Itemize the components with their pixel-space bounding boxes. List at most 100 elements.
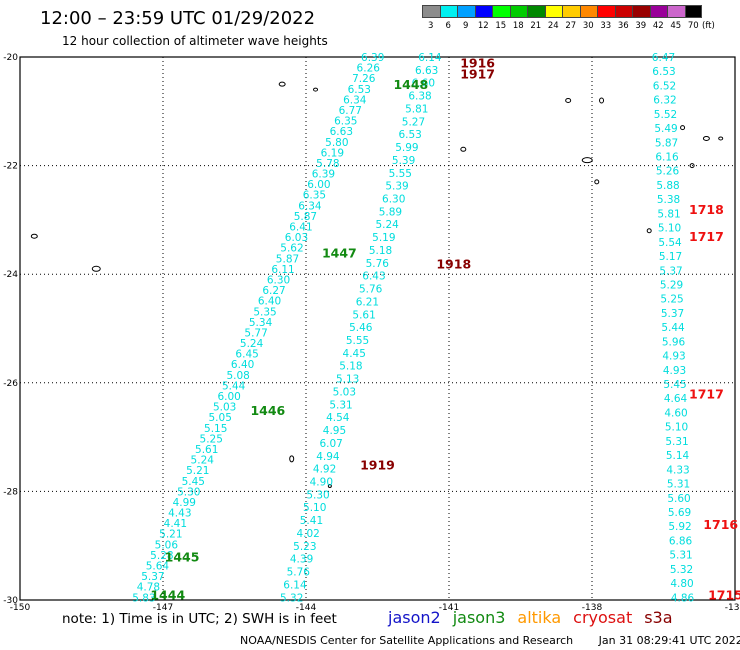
wave-height-value: 6.30: [382, 194, 405, 206]
wave-height-value: 6.77: [339, 105, 362, 117]
wave-height-value: 5.08: [226, 370, 249, 382]
wave-height-value: 5.41: [300, 515, 323, 527]
island-outline: [680, 125, 686, 131]
wave-height-value: 6.60: [412, 78, 435, 90]
legend-label: 6: [445, 21, 451, 31]
wave-height-value: 5.81: [405, 103, 428, 115]
legend-swatch: [439, 5, 457, 18]
wave-height-value: 6.45: [235, 349, 258, 361]
wave-height-value: 5.44: [222, 380, 246, 392]
legend-label: 12: [477, 21, 489, 31]
color-legend: 3 6 9 12 15 18 21 24 27 30 33 36 39 42 45 70 (ft): [422, 5, 715, 31]
wave-height-value: 5.76: [366, 258, 390, 270]
lon-tick-label: -141: [439, 603, 459, 613]
wave-height-value: 5.37: [659, 265, 682, 277]
wave-height-value: 6.39: [361, 52, 384, 64]
wave-height-value: 5.10: [665, 422, 688, 434]
wave-height-value: 6.35: [303, 190, 326, 202]
wave-height-value: 5.92: [668, 521, 691, 533]
wave-height-value: 5.64: [146, 561, 170, 573]
wave-height-value: 4.92: [313, 464, 336, 476]
wave-height-value: 6.43: [362, 271, 385, 283]
credit-text: NOAA/NESDIS Center for Satellite Applica…: [240, 634, 574, 647]
pass-time-label: 1716: [703, 517, 738, 532]
lon-tick-label: -150: [10, 603, 31, 613]
credit-line: NOAA/NESDIS Center for Satellite Applica…: [240, 634, 740, 647]
island-outline: [581, 157, 593, 164]
legend-swatch: [667, 5, 685, 18]
wave-height-value: 4.93: [663, 365, 686, 377]
wave-height-value: 6.53: [348, 84, 371, 96]
island-outline: [30, 233, 38, 239]
legend-label: 3: [428, 21, 434, 31]
legend-swatch: [457, 5, 475, 18]
wave-height-value: 5.45: [663, 379, 686, 391]
wave-height-value: 5.05: [209, 412, 232, 424]
wave-height-value: 6.03: [285, 232, 308, 244]
wave-height-value: 6.00: [217, 391, 240, 403]
wave-height-value: 5.18: [369, 245, 392, 257]
wave-height-value: 6.07: [319, 438, 342, 450]
legend-label: 33: [600, 21, 612, 31]
wave-height-value: 6.14: [283, 579, 307, 591]
wave-height-value: 5.26: [656, 166, 680, 178]
wave-height-value: 7.26: [352, 73, 376, 85]
lon-tick-label: -144: [296, 603, 317, 613]
satellite-legend: jason2 jason3 altika cryosat s3a: [388, 608, 685, 627]
wave-height-value: 5.99: [395, 142, 418, 154]
wave-height-value: 6.16: [655, 152, 679, 164]
wave-height-value: 5.32: [670, 564, 693, 576]
wave-height-value: 4.93: [662, 351, 685, 363]
wave-height-value: 5.31: [667, 479, 690, 491]
wave-height-value: 6.32: [653, 95, 676, 107]
island-outline: [702, 135, 710, 141]
satellite-name-altika: altika: [517, 608, 562, 627]
footnote: note: 1) Time is in UTC; 2) SWH is in fe…: [62, 611, 337, 627]
wave-height-value: 5.61: [195, 444, 218, 456]
wave-height-value: 5.24: [240, 338, 264, 350]
wave-height-value: 5.39: [392, 155, 415, 167]
wave-height-value: 4.54: [326, 412, 350, 424]
wave-height-value: 6.34: [343, 94, 367, 106]
legend-swatches: [422, 5, 715, 18]
satellite-tracks: 6.396.267.266.536.346.776.356.635.806.19…: [132, 52, 694, 604]
axis-labels: -20 -22 -24 -26 -28 -30-150 -147 -144 -141 -138 -1…: [3, 53, 740, 613]
wave-height-value: 5.19: [372, 232, 395, 244]
wave-height-value: 5.39: [385, 181, 408, 193]
wave-height-value: 5.17: [659, 251, 682, 263]
wave-height-value: 5.31: [329, 399, 352, 411]
wave-height-value: 6.53: [652, 66, 675, 78]
wave-height-value: 6.53: [398, 129, 421, 141]
wave-height-value: 6.34: [298, 200, 322, 212]
wave-height-value: 6.41: [289, 222, 312, 234]
wave-height-value: 5.62: [280, 243, 303, 255]
pass-time-label: 1718: [689, 202, 724, 217]
wave-height-value: 5.44: [661, 322, 685, 334]
wave-height-value: 4.99: [173, 497, 196, 509]
wave-height-value: 5.49: [654, 123, 677, 135]
timestamp: Jan 31 08:29:41 UTC 2022: [598, 634, 740, 647]
wave-height-value: 4.60: [664, 407, 687, 419]
wave-height-value: 5.37: [141, 571, 164, 583]
wave-height-value: 6.35: [334, 116, 357, 128]
wave-height-value: 6.30: [267, 274, 290, 286]
wave-height-value: 6.21: [356, 296, 379, 308]
legend-label: 24: [547, 21, 559, 31]
wave-height-value: 4.86: [671, 592, 695, 604]
pass-time-label: 1917: [460, 66, 495, 81]
wave-height-value: 4.43: [168, 508, 191, 520]
legend-label: 9: [463, 21, 469, 31]
legend-label: 18: [512, 21, 524, 31]
pass-time-label: 1919: [360, 457, 395, 472]
pass-time-label: 1444: [150, 588, 185, 603]
legend-swatch: [614, 5, 632, 18]
wave-height-value: 4.02: [296, 528, 319, 540]
wave-height-value: 5.76: [359, 284, 383, 296]
wave-height-value: 5.87: [294, 211, 317, 223]
wave-height-value: 5.81: [657, 208, 680, 220]
wave-height-value: 5.14: [666, 450, 690, 462]
wave-height-value: 5.30: [177, 486, 200, 498]
map-frame: [19, 56, 736, 601]
pass-time-label: 1445: [165, 550, 200, 565]
